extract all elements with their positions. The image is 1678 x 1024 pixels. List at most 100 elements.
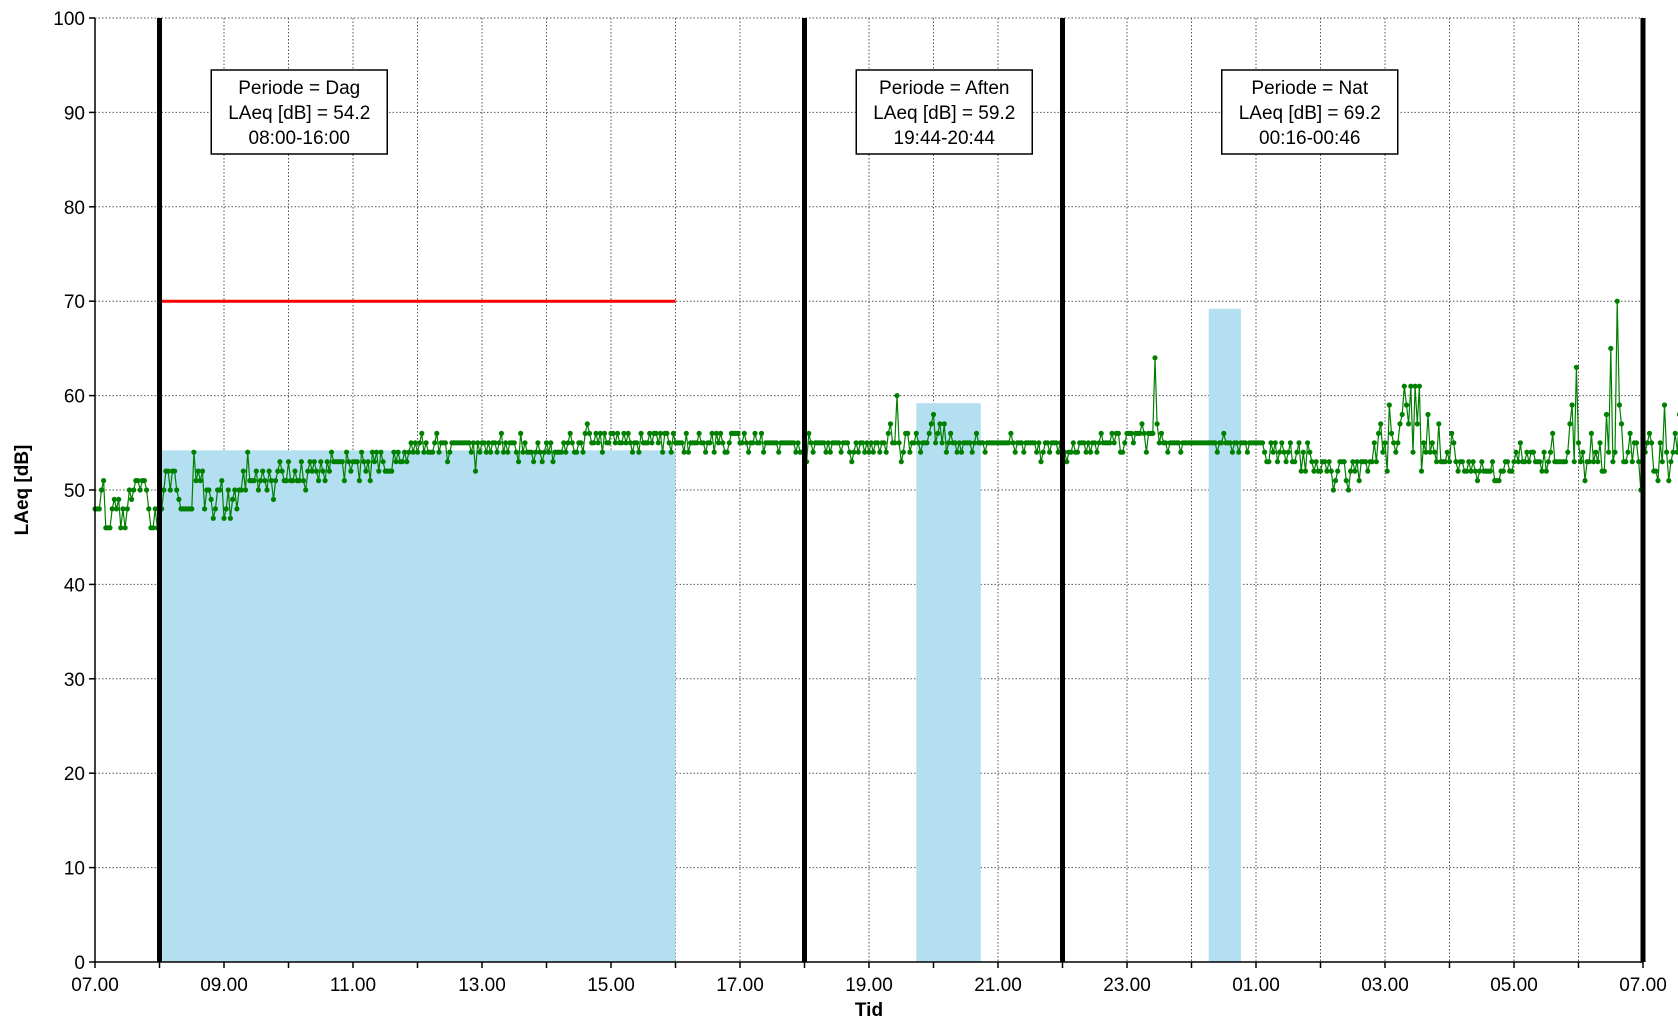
data-point [578, 440, 584, 446]
data-point [1068, 449, 1074, 455]
data-point [1590, 459, 1597, 465]
data-point [1111, 440, 1117, 446]
data-point [877, 449, 883, 455]
data-point [847, 449, 853, 455]
data-point [328, 449, 335, 455]
data-point [395, 449, 401, 455]
data-point [756, 440, 762, 446]
data-point [1283, 459, 1289, 465]
y-tick-label: 80 [64, 198, 85, 219]
data-point [758, 430, 765, 436]
data-point [694, 440, 700, 446]
x-tick-label: 07.00 [71, 975, 119, 996]
data-point [793, 449, 799, 455]
data-point [892, 440, 898, 446]
data-point [535, 440, 541, 446]
data-point [1661, 402, 1668, 408]
data-point [311, 459, 317, 465]
data-point [1500, 468, 1506, 474]
data-point [791, 440, 797, 446]
data-point [569, 440, 575, 446]
data-point [285, 459, 292, 465]
data-point [522, 440, 528, 446]
data-point [1221, 430, 1227, 436]
data-point [234, 506, 240, 512]
data-point [1115, 430, 1121, 436]
data-point [773, 440, 780, 446]
data-point [1629, 459, 1635, 465]
data-point [1489, 459, 1496, 465]
data-point [1541, 449, 1547, 455]
data-point [720, 440, 726, 446]
data-point [1332, 478, 1339, 484]
data-point [298, 459, 304, 465]
data-point [445, 459, 451, 465]
data-point [679, 440, 685, 446]
data-point [242, 487, 249, 493]
data-point [1666, 478, 1672, 484]
data-point [165, 468, 171, 474]
data-point [496, 440, 502, 446]
data-point [270, 496, 277, 502]
data-point [202, 506, 208, 512]
data-point [230, 496, 236, 502]
data-point [715, 440, 722, 446]
data-point [918, 449, 924, 455]
data-point [221, 515, 227, 521]
data-point [1128, 430, 1134, 436]
data-point [1636, 459, 1642, 465]
data-point [1580, 449, 1586, 455]
data-point [1504, 459, 1511, 465]
data-point [610, 430, 616, 436]
data-point [1563, 459, 1569, 465]
data-point [1672, 430, 1678, 436]
data-point [432, 440, 438, 446]
data-point [144, 487, 150, 493]
data-point [430, 449, 436, 455]
data-point [485, 440, 491, 446]
data-point [1158, 430, 1164, 436]
period-annotation: Periode = Dag LAeq [dB] = 54.2 08:00-16:00 [210, 69, 388, 155]
data-point [1010, 440, 1016, 446]
data-point [475, 440, 481, 446]
data-point [836, 440, 842, 446]
data-point [1474, 478, 1481, 484]
data-point [821, 440, 827, 446]
data-point [1234, 440, 1240, 446]
data-point [1053, 440, 1059, 446]
data-point [1296, 440, 1302, 446]
data-point [956, 440, 962, 446]
x-tick-label: 07.00 [1619, 975, 1667, 996]
data-point [1156, 440, 1162, 446]
data-point [1455, 468, 1461, 474]
data-point [746, 449, 752, 455]
data-point [126, 487, 132, 493]
data-point [954, 449, 960, 455]
data-point [862, 449, 868, 455]
data-point [503, 440, 509, 446]
data-point [561, 440, 567, 446]
data-point [1307, 449, 1313, 455]
data-point [838, 449, 844, 455]
data-point [1618, 421, 1625, 427]
data-point [967, 440, 973, 446]
data-point [1593, 449, 1599, 455]
data-point [1388, 430, 1395, 436]
data-point [703, 449, 709, 455]
y-tick-label: 70 [64, 292, 85, 313]
data-point [582, 430, 588, 436]
data-point [369, 449, 375, 455]
data-point [750, 440, 756, 446]
data-point [1277, 449, 1283, 455]
data-point [232, 487, 238, 493]
annotation-line: LAeq [dB] = 59.2 [873, 103, 1015, 124]
data-point [1040, 449, 1046, 455]
data-point [483, 449, 489, 455]
data-point [1096, 440, 1102, 446]
data-point [1382, 440, 1388, 446]
data-point [300, 478, 307, 484]
data-point [225, 487, 231, 493]
data-point [167, 487, 173, 493]
data-point [1670, 449, 1676, 455]
data-point [1444, 449, 1450, 455]
